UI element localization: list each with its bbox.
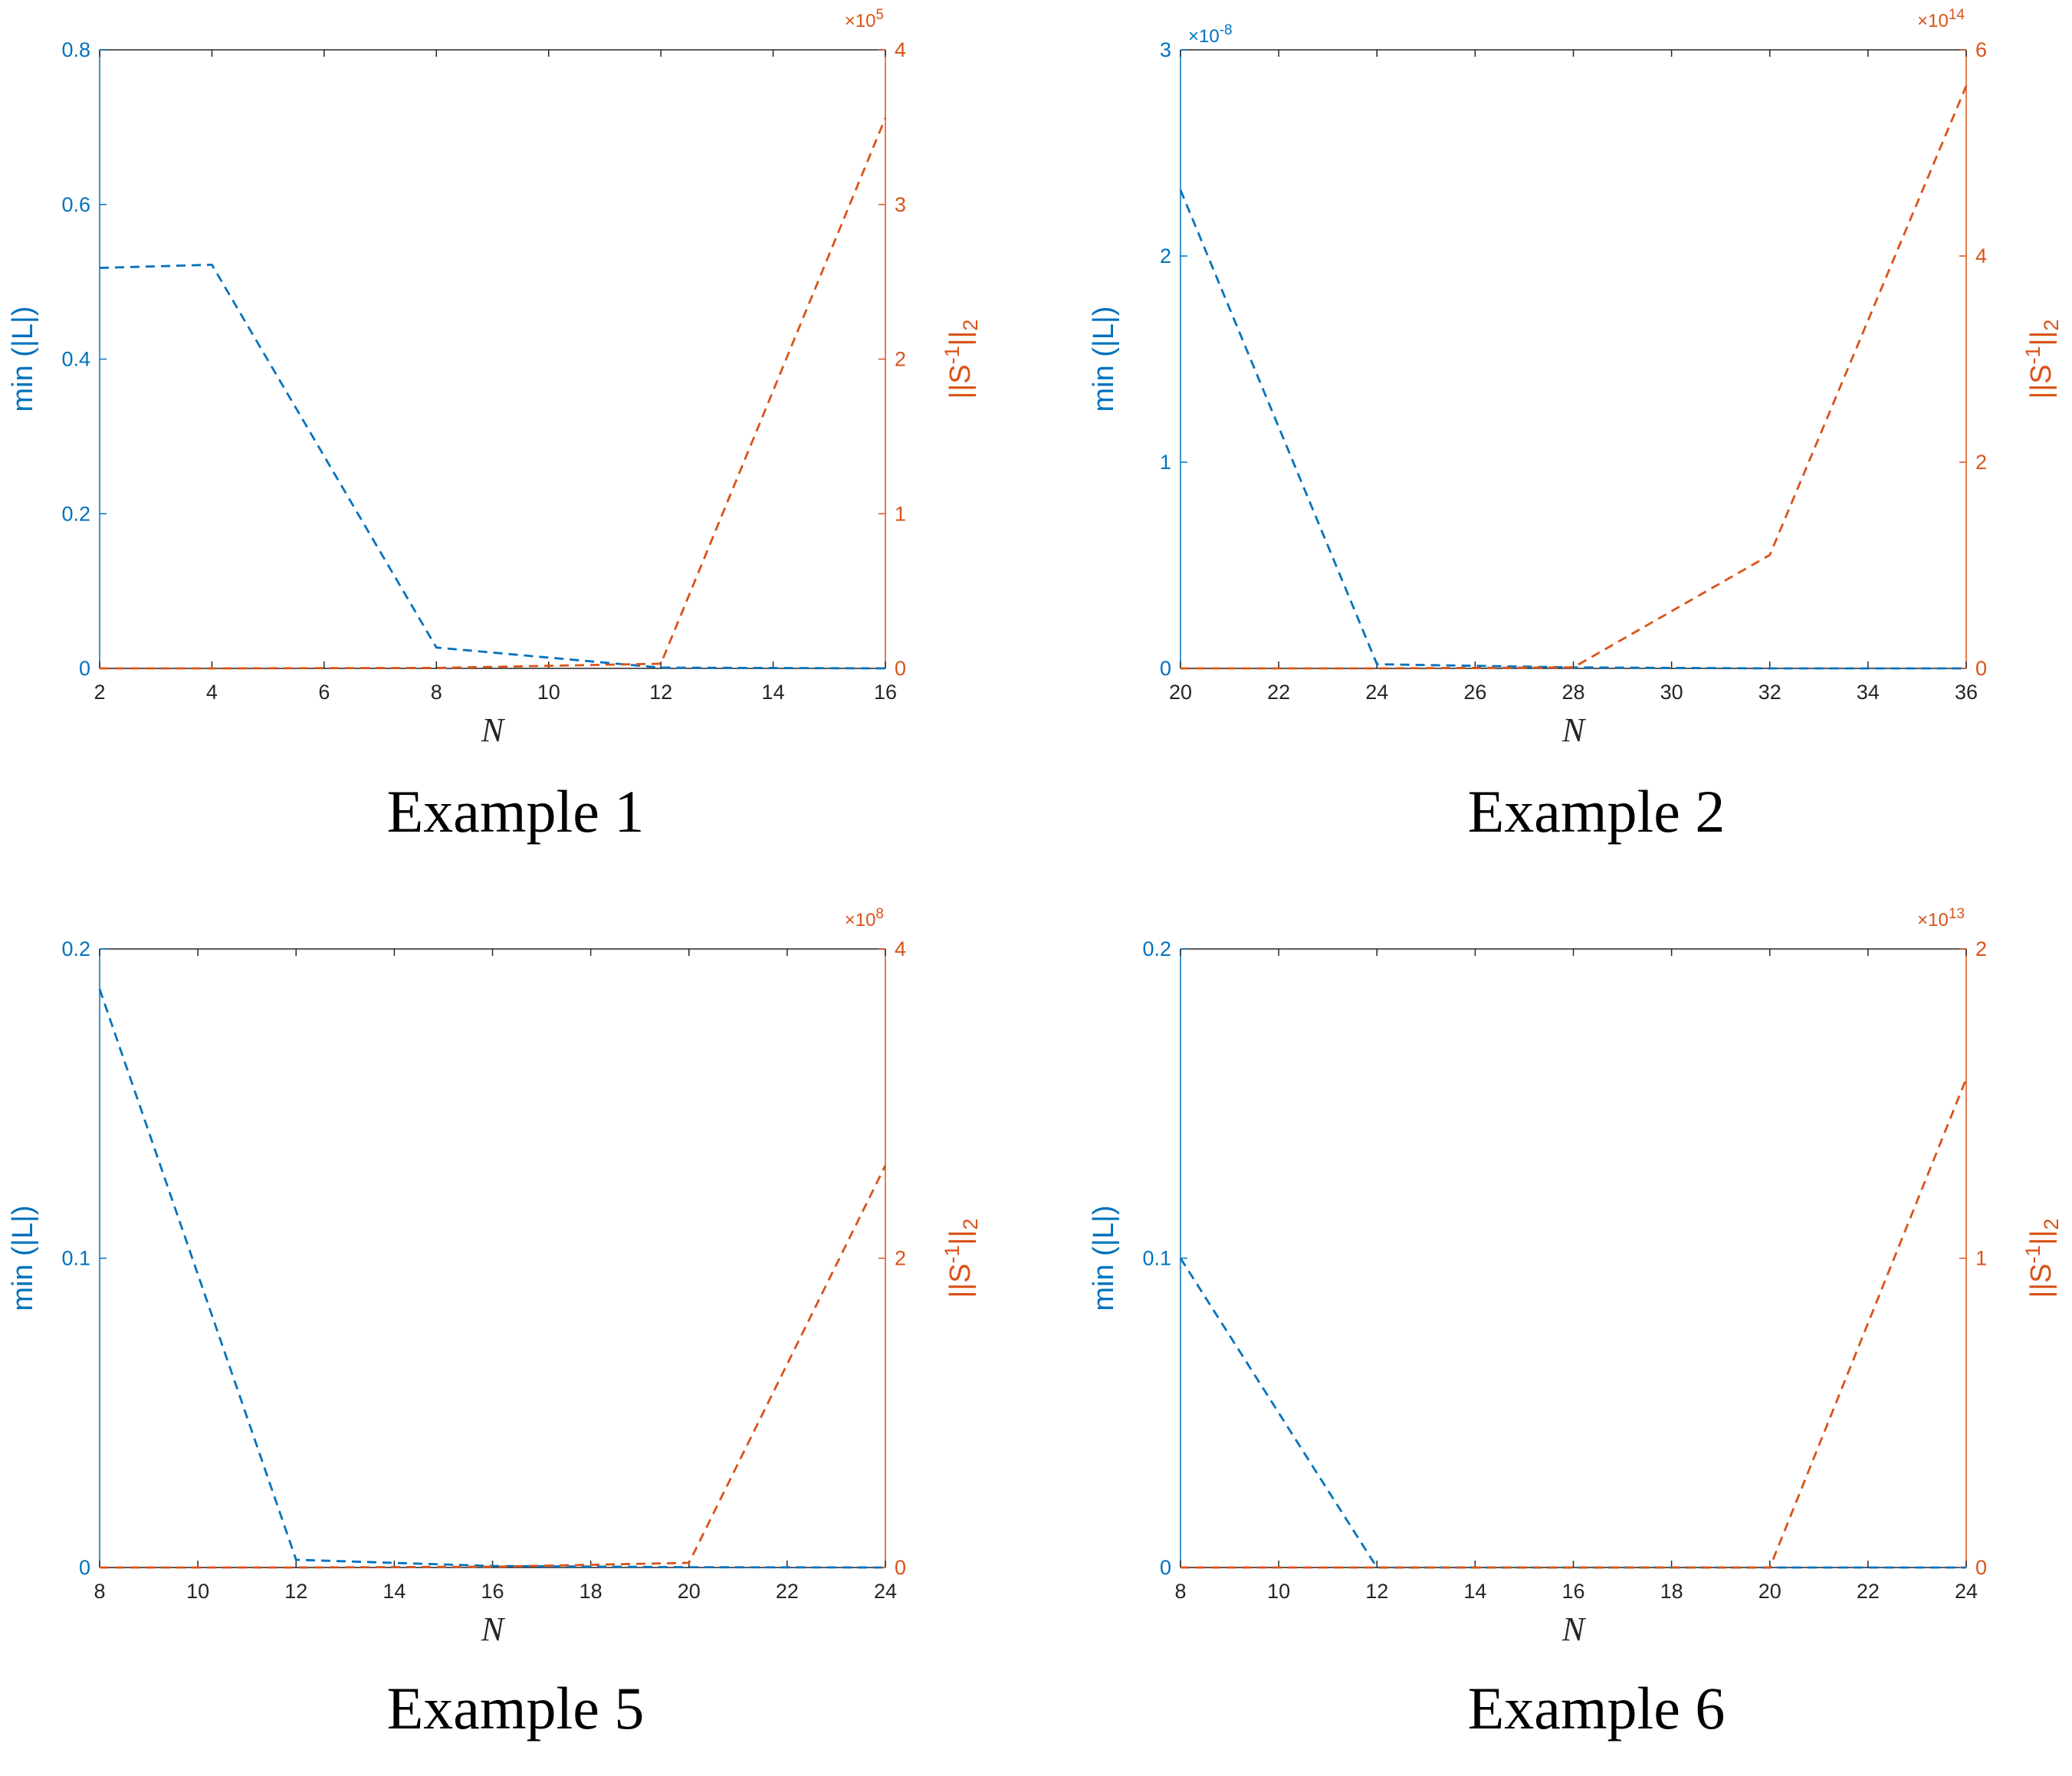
right-y-tick-label: 2 [895, 1247, 906, 1270]
x-tick-label: 18 [580, 1580, 603, 1603]
x-axis-label: N [1561, 711, 1587, 749]
x-tick-label: 2 [94, 681, 105, 704]
right-y-tick-label: 0 [1975, 657, 1987, 680]
x-axis-label: N [481, 711, 506, 749]
x-tick-label: 28 [1561, 681, 1584, 704]
left-y-tick-label: 0.6 [61, 193, 90, 216]
x-tick-label: 20 [678, 1580, 701, 1603]
right-exponent-label: ×1014 [1917, 7, 1965, 31]
x-tick-label: 8 [94, 1580, 105, 1603]
right-y-tick-label: 1 [895, 502, 906, 525]
right-y-tick-label: 2 [1975, 451, 1987, 474]
right-series-line [1180, 85, 1968, 670]
left-y-axis-label: min (|L|) [1088, 307, 1120, 412]
x-tick-label: 30 [1660, 681, 1683, 704]
x-tick-label: 12 [1365, 1580, 1388, 1603]
x-tick-label: 6 [318, 681, 330, 704]
left-y-tick-label: 0 [1160, 1556, 1171, 1579]
left-y-tick-label: 0.2 [61, 502, 90, 525]
left-y-tick-label: 0 [79, 1556, 90, 1579]
right-series-line [100, 117, 887, 670]
left-exponent-label: ×10-8 [1188, 22, 1233, 47]
right-y-axis-label: ||S-1||2 [2021, 320, 2063, 399]
right-exponent-label: ×105 [845, 7, 884, 31]
x-tick-label: 8 [1174, 1580, 1186, 1603]
x-tick-label: 16 [481, 1580, 504, 1603]
x-tick-label: 20 [1758, 1580, 1781, 1603]
right-exponent-label: ×1013 [1917, 906, 1965, 931]
x-tick-label: 14 [762, 681, 785, 704]
right-y-tick-label: 0 [895, 657, 906, 680]
right-y-tick-label: 0 [1975, 1556, 1987, 1579]
right-y-tick-label: 1 [1975, 1247, 1987, 1270]
x-tick-label: 34 [1857, 681, 1880, 704]
x-tick-label: 12 [649, 681, 672, 704]
x-tick-label: 24 [1955, 1580, 1978, 1603]
right-series-line [1180, 1078, 1968, 1569]
left-series-line [99, 263, 886, 670]
right-y-tick-label: 2 [1975, 937, 1987, 960]
right-y-tick-label: 0 [895, 1556, 906, 1579]
x-tick-label: 10 [1267, 1580, 1290, 1603]
x-tick-label: 10 [186, 1580, 209, 1603]
x-tick-label: 14 [383, 1580, 406, 1603]
x-tick-label: 8 [431, 681, 442, 704]
left-y-tick-label: 1 [1160, 451, 1171, 474]
chart-caption: Example 2 [1468, 778, 1726, 845]
right-y-tick-label: 2 [895, 348, 906, 371]
left-y-tick-label: 0.1 [61, 1247, 90, 1270]
left-y-tick-label: 0.8 [61, 38, 90, 61]
right-y-tick-label: 4 [895, 937, 906, 960]
x-tick-label: 24 [874, 1580, 897, 1603]
x-tick-label: 32 [1758, 681, 1781, 704]
right-exponent-label: ×108 [845, 906, 884, 931]
left-y-tick-label: 0 [1160, 657, 1171, 680]
x-tick-label: 16 [874, 681, 897, 704]
right-y-tick-label: 6 [1975, 38, 1987, 61]
right-y-axis-label: ||S-1||2 [2021, 1219, 2063, 1298]
x-tick-label: 12 [284, 1580, 307, 1603]
chart-caption: Example 1 [387, 778, 645, 845]
left-series-line [1179, 1257, 1966, 1569]
x-axis-label: N [481, 1610, 506, 1648]
x-tick-label: 36 [1955, 681, 1978, 704]
x-tick-label: 24 [1365, 681, 1388, 704]
right-series-line [100, 1164, 887, 1569]
right-y-axis-label: ||S-1||2 [941, 1219, 982, 1298]
left-y-axis-label: min (|L|) [1088, 1206, 1120, 1311]
right-y-tick-label: 3 [895, 193, 906, 216]
x-axis-label: N [1561, 1610, 1587, 1648]
x-tick-label: 18 [1660, 1580, 1683, 1603]
left-series-line [1179, 189, 1966, 670]
x-tick-label: 4 [206, 681, 218, 704]
x-tick-label: 14 [1463, 1580, 1486, 1603]
left-y-tick-label: 0 [79, 657, 90, 680]
left-y-tick-label: 0.4 [61, 348, 90, 371]
x-tick-label: 26 [1463, 681, 1486, 704]
left-y-tick-label: 2 [1160, 245, 1171, 268]
left-y-tick-label: 3 [1160, 38, 1171, 61]
x-tick-label: 16 [1561, 1580, 1584, 1603]
right-y-tick-label: 4 [1975, 245, 1987, 268]
left-y-tick-label: 0.2 [61, 937, 90, 960]
left-y-axis-label: min (|L|) [7, 307, 39, 412]
left-y-axis-label: min (|L|) [7, 1206, 39, 1311]
chart-caption: Example 6 [1468, 1675, 1726, 1742]
x-tick-label: 22 [1857, 1580, 1880, 1603]
x-tick-label: 20 [1169, 681, 1192, 704]
left-series-line [98, 989, 886, 1569]
x-tick-label: 10 [537, 681, 560, 704]
x-tick-label: 22 [776, 1580, 799, 1603]
right-y-axis-label: ||S-1||2 [941, 320, 982, 399]
left-y-tick-label: 0.1 [1142, 1247, 1171, 1270]
left-y-tick-label: 0.2 [1142, 937, 1171, 960]
right-y-tick-label: 4 [895, 38, 906, 61]
x-tick-label: 22 [1267, 681, 1290, 704]
chart-caption: Example 5 [387, 1675, 645, 1742]
